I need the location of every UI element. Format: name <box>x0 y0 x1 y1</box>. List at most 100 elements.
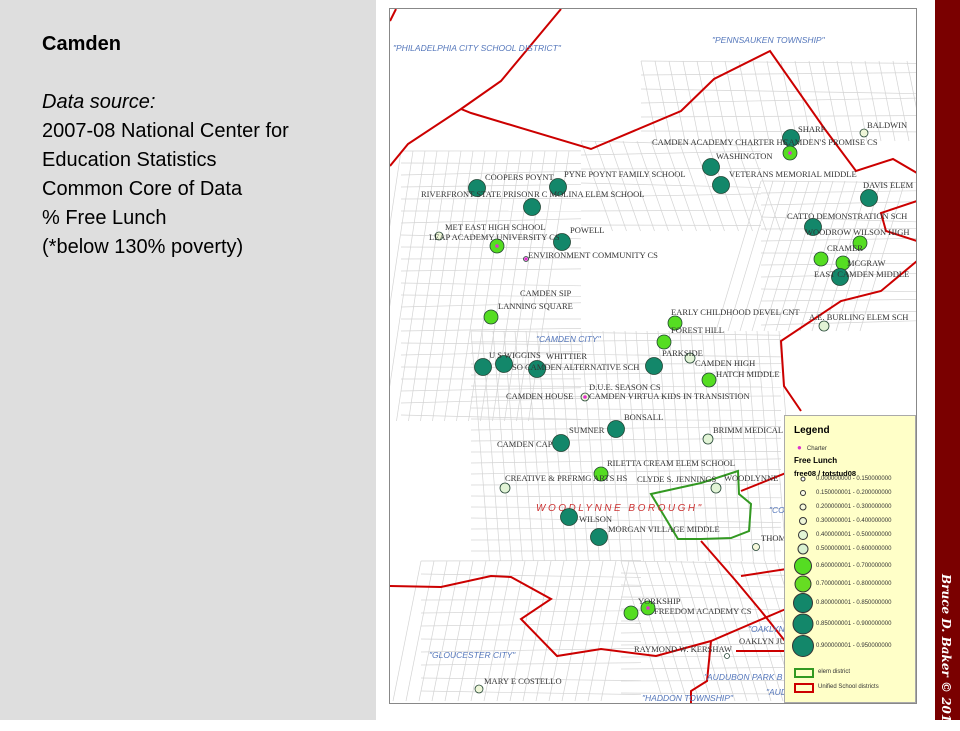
credit: Bruce D. Baker © 2010 <box>935 560 960 720</box>
school-point[interactable] <box>524 199 541 216</box>
legend-circle-icon <box>799 517 807 525</box>
school-label: FOREST HILL <box>671 325 724 335</box>
school-label: CAMDEN'S PROMISE CS <box>783 137 878 147</box>
charter-icon: ● <box>797 443 802 452</box>
school-label: POWELL <box>570 225 604 235</box>
legend-circle-icon <box>800 504 807 511</box>
charter-marker <box>646 606 650 610</box>
school-point[interactable] <box>484 310 498 324</box>
school-label: CREATIVE & PRFRMG ARTS HS <box>505 473 628 483</box>
school-label: BONSALL <box>624 412 663 422</box>
charter-marker <box>583 395 587 399</box>
slide-title: Camden <box>42 33 121 56</box>
desc-line: (*below 130% poverty) <box>42 233 289 262</box>
school-label: WASHINGTON <box>716 151 773 161</box>
legend-circle-icon <box>798 530 808 540</box>
charter-marker <box>495 244 499 248</box>
legend-class-label: 0.300000001 - 0.400000000 <box>816 518 891 524</box>
school-label: CAMDEN VIRTUA KIDS IN TRANSISTION <box>589 391 750 401</box>
district-boundary-north <box>390 51 917 173</box>
school-label: PARKSIDE <box>662 348 703 358</box>
school-point[interactable] <box>475 359 492 376</box>
school-point[interactable] <box>711 483 721 493</box>
school-label: CRAMER <box>827 243 863 253</box>
legend-circle-icon <box>793 614 814 635</box>
place-label: "PHILADELPHIA CITY SCHOOL DISTRICT" <box>393 43 562 53</box>
school-point[interactable] <box>657 335 671 349</box>
school-label: RAYMOND W. KERSHAW <box>634 644 732 654</box>
place-label: "CAMDEN CITY" <box>536 334 602 344</box>
school-label: CAMDEN HIGH <box>695 358 755 368</box>
legend-circle-icon <box>795 576 812 593</box>
legend-circle-icon <box>793 593 813 613</box>
school-label: YORKSHIP <box>638 596 681 606</box>
school-label: RILETTA CREAM ELEM SCHOOL <box>607 458 735 468</box>
desc-line: Education Statistics <box>42 146 289 175</box>
school-label: WOODROW WILSON HIGH <box>805 227 910 237</box>
legend-class-row: 0.800000001 - 0.850000000 <box>785 595 915 611</box>
school-point[interactable] <box>702 373 716 387</box>
legend-class-label: 0.400000001 - 0.500000000 <box>816 532 891 538</box>
legend-free-lunch-title: Free Lunch <box>794 456 837 465</box>
school-label: WHITTIER <box>546 351 587 361</box>
school-label: PYNE POYNT FAMILY SCHOOL <box>564 169 686 179</box>
legend-title: Legend <box>794 425 830 436</box>
school-label: ENVIRONMENT COMMUNITY CS <box>528 250 658 260</box>
woodlynne-borough-label: WOODLYNNE BOROUGH" <box>536 503 704 514</box>
charter-marker <box>788 151 792 155</box>
place-label: "GLOUCESTER CITY" <box>429 650 516 660</box>
school-point[interactable] <box>553 435 570 452</box>
elem-district-swatch <box>794 668 814 678</box>
school-point[interactable] <box>475 685 483 693</box>
school-label: EAST CAMDEN MIDDLE <box>814 269 909 279</box>
district-boundary-nw <box>390 9 396 21</box>
school-point[interactable] <box>591 529 608 546</box>
school-point[interactable] <box>860 129 868 137</box>
unified-district-label: Unified School districts <box>818 684 879 690</box>
place-label: "HADDON TOWNSHIP" <box>642 693 734 703</box>
school-label: CLYDE S. JENNINGS <box>637 474 716 484</box>
school-point[interactable] <box>703 159 720 176</box>
school-point[interactable] <box>725 654 730 659</box>
school-label: COOPERS POYNT <box>485 172 555 182</box>
school-point[interactable] <box>819 321 829 331</box>
legend-class-label: 0.700000001 - 0.800000000 <box>816 581 891 587</box>
school-label: RIVERFRONT STATE PRISON <box>421 189 534 199</box>
legend-class-row: 0.700000001 - 0.800000000 <box>785 576 915 592</box>
school-label: CAMDEN HOUSE <box>506 391 573 401</box>
school-point[interactable] <box>561 509 578 526</box>
school-label: R C MOLINA ELEM SCHOOL <box>534 189 645 199</box>
school-label: BALDWIN <box>867 120 907 130</box>
legend-class-label: 0.900000001 - 0.950000000 <box>816 643 891 649</box>
school-point[interactable] <box>861 190 878 207</box>
school-label: MET EAST HIGH SCHOOL <box>445 222 546 232</box>
legend-class-label: 0.150000001 - 0.200000000 <box>816 490 891 496</box>
school-point[interactable] <box>646 358 663 375</box>
legend-class-label: 0.850000001 - 0.900000000 <box>816 621 891 627</box>
unified-district-swatch <box>794 683 814 693</box>
school-label: MORGAN VILLAGE MIDDLE <box>608 524 720 534</box>
school-point[interactable] <box>713 177 730 194</box>
school-label: CAMDEN SIP <box>520 288 572 298</box>
school-point[interactable] <box>753 544 760 551</box>
place-label: "OAKLYN <box>748 624 786 634</box>
school-label: EARLY CHILDHOOD DEVEL CNT <box>671 307 800 317</box>
school-label: BRIMM MEDICAL <box>713 425 783 435</box>
desc-line: % Free Lunch <box>42 204 289 233</box>
legend-circle-icon <box>798 544 809 555</box>
school-point[interactable] <box>703 434 713 444</box>
legend-class-label: 0.500000001 - 0.600000000 <box>816 546 891 552</box>
legend-circle-icon <box>792 635 814 657</box>
district-boundary-east2 <box>781 261 917 411</box>
school-point[interactable] <box>814 252 828 266</box>
school-point[interactable] <box>608 421 625 438</box>
legend-class-row: 0.850000001 - 0.900000000 <box>785 616 915 632</box>
place-label: "PENNSAUKEN TOWNSHIP" <box>712 35 826 45</box>
school-label: CAMDEN ACADEMY CHARTER HS <box>652 137 788 147</box>
school-label: OAKLYN JU <box>739 636 786 646</box>
legend-class-row: 0.600000001 - 0.700000000 <box>785 558 915 574</box>
school-point[interactable] <box>500 483 510 493</box>
school-label: SUMNER <box>569 425 605 435</box>
school-point[interactable] <box>624 606 638 620</box>
legend-circle-icon <box>794 557 812 575</box>
